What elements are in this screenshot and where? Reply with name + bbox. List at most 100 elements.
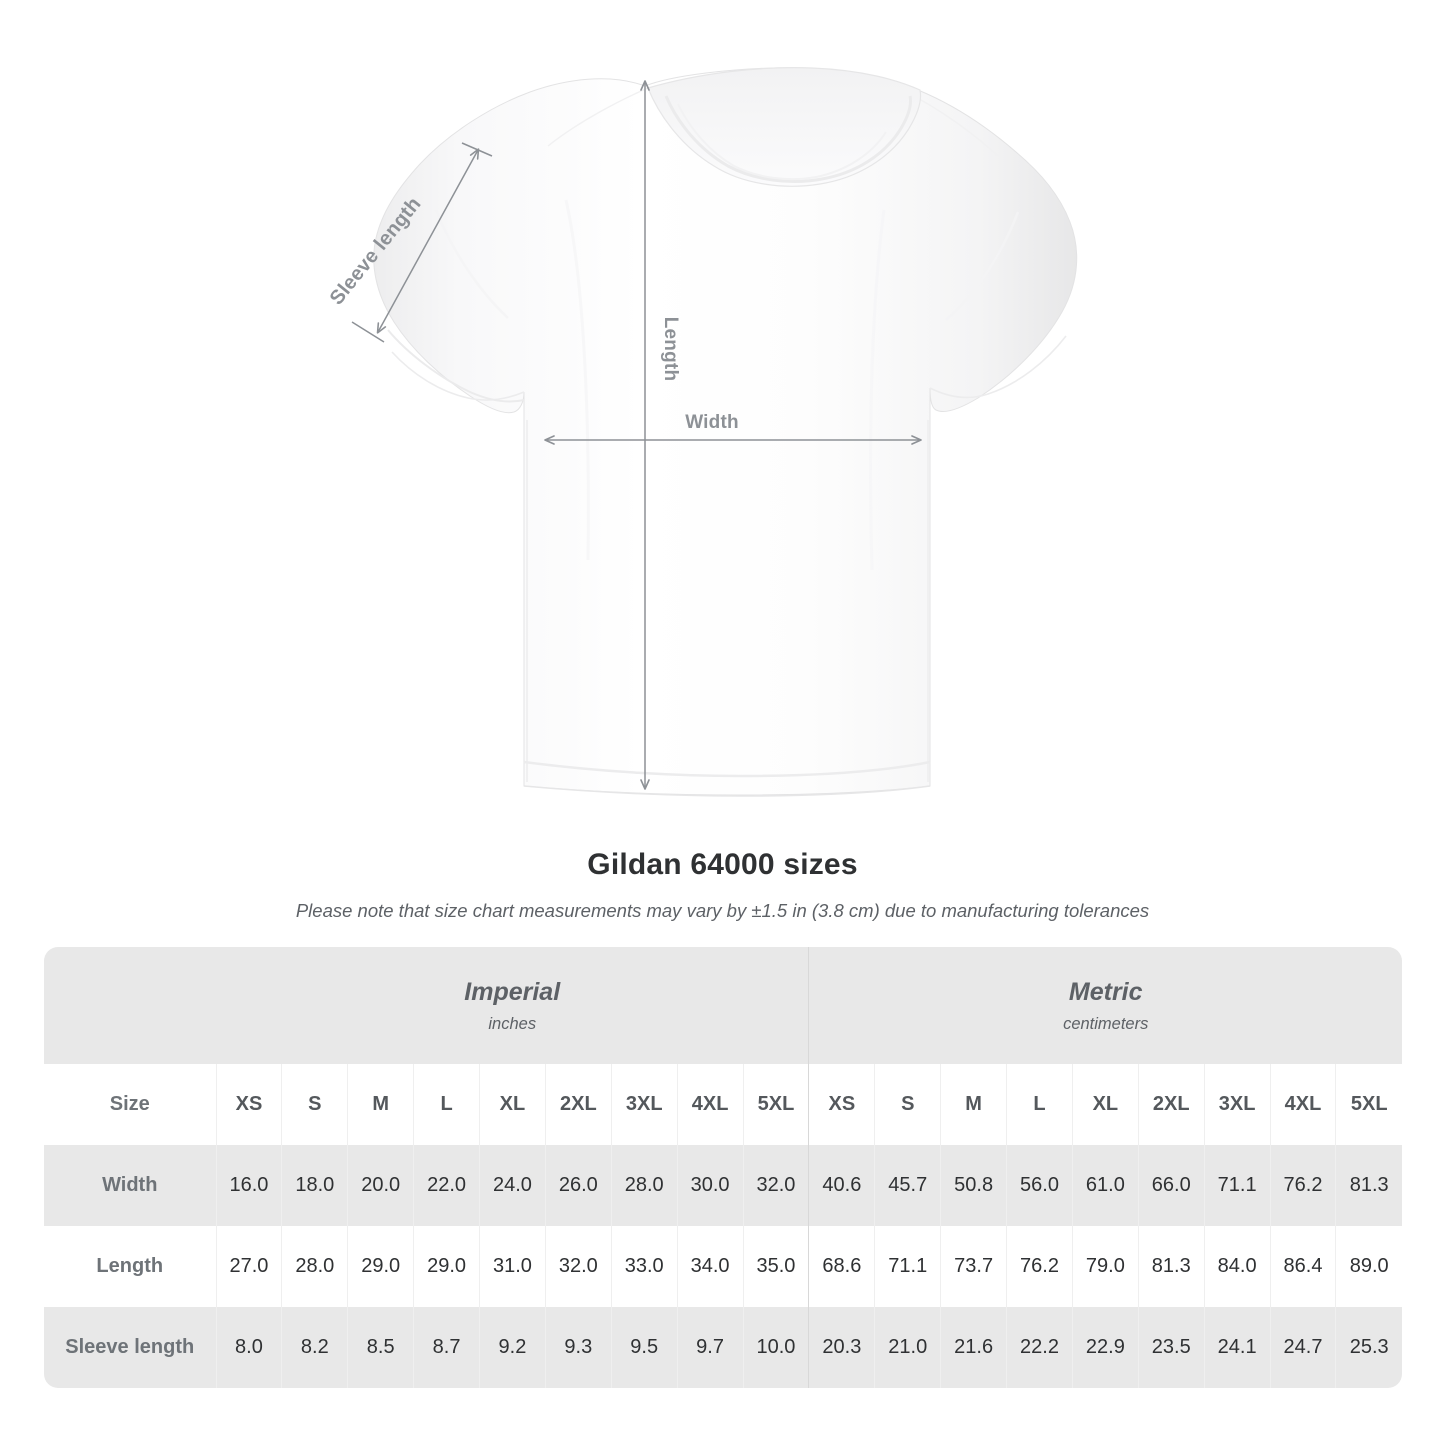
- table-row: Sleeve length 8.0 8.2 8.5 8.7 9.2 9.3 9.5 9.7 10.…: [44, 1307, 1402, 1388]
- measurement-cell: 32.0: [742, 1145, 809, 1226]
- unit-name: Metric: [1068, 977, 1143, 1006]
- size-header-cell: 4XL: [676, 1064, 744, 1145]
- row-label: Width: [44, 1145, 217, 1226]
- measurement-cell: 24.7: [1269, 1307, 1336, 1388]
- measurement-cell: 8.5: [347, 1307, 414, 1388]
- unit-header-spacer: [44, 947, 217, 1064]
- size-header-cell: XS: [215, 1064, 282, 1145]
- measurement-cell: 9.3: [544, 1307, 612, 1388]
- size-header-cell: XS: [808, 1064, 875, 1145]
- measurement-cell: 79.0: [1071, 1226, 1139, 1307]
- measurement-cell: 20.0: [347, 1145, 414, 1226]
- size-header-cell: 5XL: [742, 1064, 809, 1145]
- measurement-cell: 22.0: [413, 1145, 480, 1226]
- shirt-silhouette: [373, 67, 1078, 797]
- measurement-cell: 84.0: [1203, 1226, 1271, 1307]
- size-header-cell: M: [940, 1064, 1007, 1145]
- measurement-cell: 89.0: [1335, 1226, 1402, 1307]
- measurement-cell: 40.6: [808, 1145, 875, 1226]
- size-header-cell: L: [1006, 1064, 1073, 1145]
- title-block: Gildan 64000 sizes Please note that size…: [0, 848, 1445, 922]
- length-label: Length: [660, 316, 681, 382]
- measurement-cell: 29.0: [347, 1226, 414, 1307]
- size-header-cell: S: [874, 1064, 941, 1145]
- measurement-cell: 20.3: [808, 1307, 875, 1388]
- measurement-cell: 86.4: [1269, 1226, 1336, 1307]
- row-label: Sleeve length: [44, 1307, 217, 1388]
- size-header-row: Size XS S M L XL 2XL 3XL 4XL 5XL XS S M L XL 2XL 3XL 4XL 5…: [44, 1064, 1402, 1145]
- measurement-cell: 31.0: [479, 1226, 546, 1307]
- measurement-cell: 25.3: [1335, 1307, 1402, 1388]
- measurement-cell: 73.7: [940, 1226, 1007, 1307]
- row-label-size: Size: [44, 1064, 217, 1145]
- tshirt-illustration: [351, 67, 1078, 797]
- size-header-cell: XL: [1071, 1064, 1139, 1145]
- unit-subtitle: inches: [488, 1015, 537, 1034]
- measurement-cell: 9.2: [479, 1307, 546, 1388]
- tolerance-note: Please note that size chart measurements…: [295, 900, 1150, 921]
- measurement-cell: 29.0: [413, 1226, 480, 1307]
- measurement-cell: 50.8: [940, 1145, 1007, 1226]
- unit-header-metric: Metric centimeters: [808, 947, 1402, 1064]
- measurement-cell: 26.0: [544, 1145, 612, 1226]
- measurement-cell: 32.0: [544, 1226, 612, 1307]
- measurement-cell: 27.0: [215, 1226, 282, 1307]
- size-header-cell: 3XL: [610, 1064, 678, 1145]
- measurement-cell: 8.0: [215, 1307, 282, 1388]
- sleeve-length-dimension-arrow: [351, 142, 493, 343]
- measurement-cell: 9.5: [610, 1307, 678, 1388]
- table-row: Length 27.0 28.0 29.0 29.0 31.0 32.0 33.0 34.0 35…: [44, 1226, 1402, 1307]
- size-chart-table: Imperial inches Metric centimeters Size XS S M L…: [44, 947, 1402, 1388]
- size-header-cell: 4XL: [1269, 1064, 1336, 1145]
- size-header-cell: S: [281, 1064, 348, 1145]
- measurement-cell: 68.6: [808, 1226, 875, 1307]
- measurement-cell: 8.2: [281, 1307, 348, 1388]
- measurement-cell: 28.0: [281, 1226, 348, 1307]
- measurement-cell: 66.0: [1137, 1145, 1205, 1226]
- unit-header-row: Imperial inches Metric centimeters: [44, 947, 1402, 1064]
- measurement-cell: 56.0: [1006, 1145, 1073, 1226]
- measurement-cell: 8.7: [413, 1307, 480, 1388]
- measurement-cell: 33.0: [610, 1226, 678, 1307]
- size-header-cell: 2XL: [544, 1064, 612, 1145]
- size-chart-table-container: Imperial inches Metric centimeters Size XS S M L…: [44, 947, 1402, 1388]
- unit-subtitle: centimeters: [1063, 1015, 1149, 1034]
- size-header-cell: XL: [479, 1064, 546, 1145]
- size-header-cell: 5XL: [1335, 1064, 1402, 1145]
- measurement-cell: 81.3: [1137, 1226, 1205, 1307]
- measurement-cell: 28.0: [610, 1145, 678, 1226]
- measurement-cell: 21.6: [940, 1307, 1007, 1388]
- table-row: Width 16.0 18.0 20.0 22.0 24.0 26.0 28.0 30.0 32.…: [44, 1145, 1402, 1226]
- measurement-cell: 76.2: [1269, 1145, 1336, 1226]
- page-title: Gildan 64000 sizes: [587, 848, 858, 881]
- tshirt-measurement-diagram: Sleeve length Length Width: [326, 67, 1078, 797]
- measurement-cell: 23.5: [1137, 1307, 1205, 1388]
- measurement-cell: 21.0: [874, 1307, 941, 1388]
- width-label: Width: [685, 412, 739, 433]
- measurement-cell: 22.9: [1071, 1307, 1139, 1388]
- unit-name: Imperial: [464, 977, 561, 1006]
- measurement-cell: 45.7: [874, 1145, 941, 1226]
- measurement-cell: 71.1: [874, 1226, 941, 1307]
- measurement-cell: 34.0: [676, 1226, 744, 1307]
- measurement-cell: 24.1: [1203, 1307, 1271, 1388]
- measurement-cell: 9.7: [676, 1307, 744, 1388]
- measurement-cell: 10.0: [742, 1307, 809, 1388]
- row-label: Length: [44, 1226, 217, 1307]
- measurement-cell: 76.2: [1006, 1226, 1073, 1307]
- measurement-cell: 71.1: [1203, 1145, 1271, 1226]
- measurement-cell: 22.2: [1006, 1307, 1073, 1388]
- measurement-cell: 18.0: [281, 1145, 348, 1226]
- measurement-cell: 35.0: [742, 1226, 809, 1307]
- measurement-cell: 16.0: [215, 1145, 282, 1226]
- measurement-cell: 24.0: [479, 1145, 546, 1226]
- size-header-cell: 2XL: [1137, 1064, 1205, 1145]
- measurement-cell: 61.0: [1071, 1145, 1139, 1226]
- measurement-cell: 81.3: [1335, 1145, 1402, 1226]
- measurement-cell: 30.0: [676, 1145, 744, 1226]
- size-header-cell: 3XL: [1203, 1064, 1271, 1145]
- unit-header-imperial: Imperial inches: [216, 947, 809, 1064]
- size-header-cell: L: [413, 1064, 480, 1145]
- size-header-cell: M: [347, 1064, 414, 1145]
